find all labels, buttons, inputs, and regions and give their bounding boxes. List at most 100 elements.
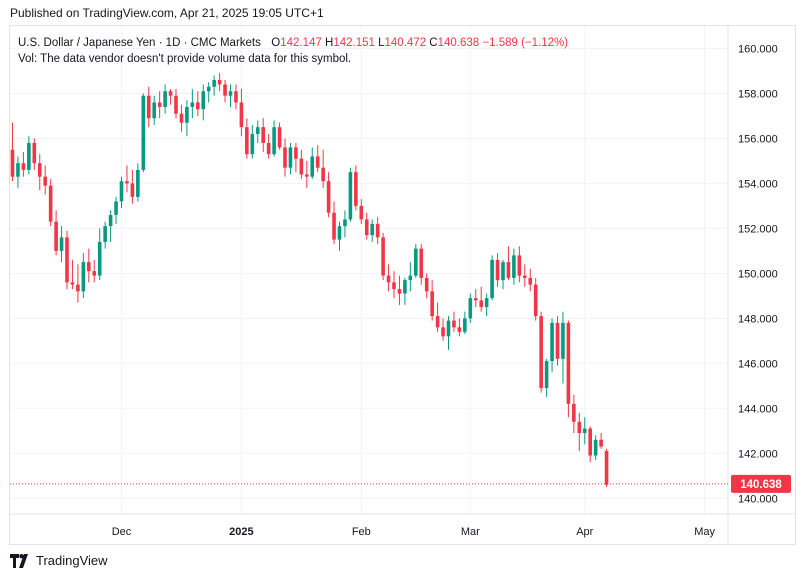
candle [310,147,315,179]
candle-body [424,277,429,292]
candle-body [512,255,516,278]
candle [103,221,107,249]
candle-body [239,102,244,128]
time-tick-label: Feb [352,526,371,538]
candle [315,145,320,173]
last-price-badge [731,474,791,493]
candle [250,124,255,159]
candle-body [48,185,53,222]
candle-body [206,86,211,92]
candle-body [392,282,396,290]
candle-body [130,183,135,197]
candle-body [250,133,255,155]
candle [87,248,91,283]
candle-body [288,147,293,168]
candle [283,138,287,177]
candle-body [479,300,483,308]
candle [354,165,358,211]
last-price-label: 140.638 [740,479,782,491]
candle-body [555,322,560,359]
candle [501,259,505,290]
candle-body [397,289,402,294]
candle-body [119,181,124,202]
candle [76,264,80,303]
candle [375,217,380,245]
candle [201,84,206,121]
time-tick-label: Dec [112,526,132,538]
candle [65,230,69,290]
candle-body [375,223,380,238]
candle [403,277,407,305]
candle [495,253,500,287]
candle [136,163,140,202]
candle [10,122,15,182]
candle-body [21,163,26,170]
chart-grid [10,26,728,514]
candle-body [582,428,587,434]
tradingview-logo[interactable]: TradingView [10,553,108,568]
candle-body [523,275,527,278]
candle [577,412,582,452]
candle [539,311,543,393]
brand-name: TradingView [36,553,108,568]
time-axis: Dec 2025 Feb Mar Apr May [9,513,796,538]
candle-body [484,298,489,308]
candle-body [37,163,42,177]
candle-body [125,181,129,184]
candle [48,178,53,227]
candle-body [468,298,473,319]
candle [81,253,86,299]
candle-body [261,127,265,143]
candle-body [196,102,200,110]
candle [555,316,560,366]
open-value: 142.147 [280,37,322,49]
candle [206,82,211,103]
candle-body [593,439,598,456]
candle [185,100,189,137]
candle [446,316,451,350]
candle [359,199,364,224]
candle [337,221,342,251]
price-tick-label: 148.000 [738,313,778,325]
candle [277,122,282,150]
candle-body [114,201,118,215]
candle [484,293,489,317]
price-tick-label: 158.000 [738,88,778,100]
candle [452,311,456,332]
candle [364,212,369,240]
candle [163,84,167,114]
candle-body [506,262,511,278]
candle [179,104,184,132]
candle [441,318,445,341]
candle-body [136,169,140,197]
candle-body [381,237,385,276]
candle-body [217,79,222,85]
candle-body [27,142,31,170]
close-value: 140.638 [437,37,480,49]
candle-body [550,322,554,362]
candle-body [87,262,91,272]
chart-frame[interactable] [9,25,796,545]
candle [490,255,494,301]
candle-body [10,149,15,177]
candle [599,433,603,449]
candle-body [446,320,451,337]
candle [294,142,298,173]
candle-body [141,95,146,170]
low-label: L [378,37,385,49]
candle-body [315,156,320,168]
candle [97,228,102,281]
candle [141,93,146,173]
candle-body [190,102,195,107]
candle [255,120,260,143]
candle-body [501,262,505,281]
candle-body [588,428,592,456]
candle [234,84,238,110]
candle [245,118,249,159]
candle [239,88,244,137]
open-label: O [271,37,281,49]
candle-body [76,284,80,292]
candle-body [59,237,64,251]
candle [397,275,402,305]
